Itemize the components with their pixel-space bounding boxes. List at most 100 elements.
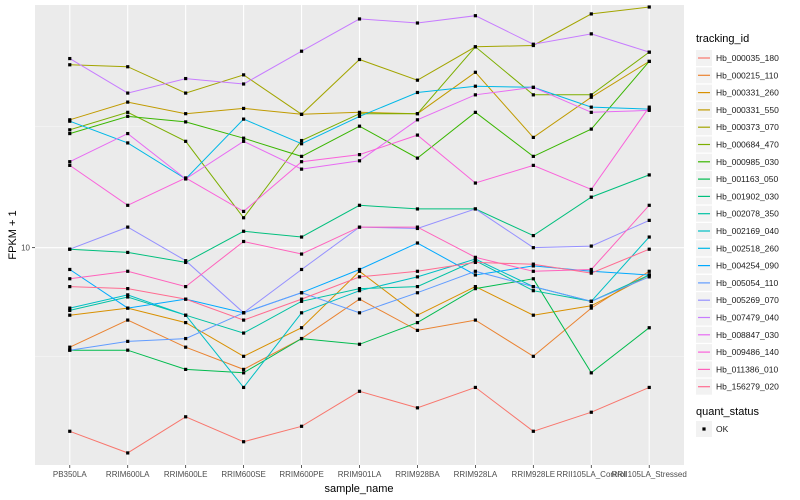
data-point-Hb_009486_140	[184, 176, 188, 180]
data-point-Hb_000331_550	[531, 135, 535, 140]
data-point-Hb_005054_110	[531, 284, 535, 289]
data-point-Hb_002518_260	[68, 119, 72, 123]
data-point-Hb_000985_030	[184, 120, 188, 124]
data-point-Hb_000035_180	[415, 406, 420, 410]
data-point-Hb_000373_070	[647, 5, 651, 9]
data-point-Hb_000985_030	[68, 131, 72, 136]
data-point-Hb_000331_260	[357, 269, 362, 273]
data-point-Hb_000035_180	[126, 451, 130, 455]
data-point-Hb_000985_030	[126, 114, 130, 118]
data-point-Hb_000985_030	[357, 124, 362, 128]
data-point-Hb_000331_260	[68, 313, 72, 317]
data-point-Hb_002078_350	[473, 259, 477, 263]
data-point-Hb_007479_040	[357, 17, 362, 21]
data-point-Hb_000215_110	[531, 354, 535, 358]
data-point-Hb_002518_260	[473, 84, 477, 88]
legend-item: Hb_008847_030	[696, 326, 779, 343]
data-point-Hb_007479_040	[415, 21, 420, 25]
legend-item: Hb_000684_470	[696, 136, 779, 153]
data-point-Hb_000373_070	[126, 65, 130, 69]
data-point-Hb_000035_180	[68, 429, 72, 433]
data-points	[68, 5, 651, 455]
legend-item: Hb_005054_110	[696, 274, 779, 291]
data-point-Hb_011386_010	[68, 277, 72, 281]
data-point-Hb_008847_030	[647, 108, 651, 112]
data-point-Hb_000215_110	[589, 306, 593, 310]
data-point-Hb_000985_030	[242, 136, 246, 140]
data-point-Hb_000215_110	[68, 345, 72, 349]
data-point-Hb_009486_140	[242, 209, 246, 214]
data-point-Hb_001163_050	[473, 287, 477, 291]
legend-label: Hb_002518_260	[716, 243, 779, 253]
x-tick-label: RRIM600PE	[279, 470, 323, 479]
data-point-Hb_002518_260	[357, 114, 362, 118]
shape-legend-title: quant_status	[696, 406, 759, 418]
data-point-Hb_000985_030	[299, 154, 304, 158]
x-tick-label: PB350LA	[53, 470, 87, 479]
data-point-Hb_002078_350	[242, 331, 246, 335]
data-point-Hb_002518_260	[415, 90, 420, 95]
data-point-Hb_000985_030	[647, 59, 651, 64]
x-tick-label: RRIM600SE	[221, 470, 265, 479]
x-tick-label: RRII105LA_Control	[557, 470, 627, 479]
data-point-Hb_000331_260	[589, 304, 593, 308]
data-point-Hb_000215_110	[242, 367, 246, 371]
data-point-Hb_000215_110	[415, 328, 420, 332]
legend-label: Hb_000985_030	[716, 157, 779, 167]
data-point-Hb_000331_260	[299, 326, 304, 330]
data-point-Hb_008847_030	[68, 160, 72, 164]
x-tick-label: RRII105LA_Stressed	[612, 470, 687, 479]
data-point-Hb_011386_010	[242, 239, 246, 244]
data-point-Hb_007479_040	[126, 91, 130, 95]
data-point-Hb_000985_030	[473, 110, 477, 114]
legend-label: Hb_000035_180	[716, 53, 779, 63]
data-point-Hb_000215_110	[473, 318, 477, 322]
data-point-Hb_008847_030	[473, 93, 477, 97]
data-point-Hb_011386_010	[647, 203, 651, 207]
data-point-Hb_002518_260	[126, 141, 130, 145]
data-point-Hb_001163_050	[647, 326, 651, 330]
data-point-Hb_009486_140	[68, 163, 72, 167]
data-point-Hb_011386_010	[473, 255, 477, 259]
legend-label: Hb_000373_070	[716, 122, 779, 132]
data-point-Hb_005054_110	[473, 269, 477, 273]
data-point-Hb_004254_090	[415, 241, 420, 245]
legend-label: Hb_000684_470	[716, 140, 779, 150]
data-point-Hb_009486_140	[357, 153, 362, 157]
data-point-Hb_002078_350	[531, 289, 535, 293]
data-point-Hb_000684_470	[531, 93, 535, 97]
data-point-Hb_000684_470	[589, 93, 593, 97]
legend-title: tracking_id	[696, 33, 749, 45]
data-point-Hb_011386_010	[531, 269, 535, 273]
data-point-Hb_000215_110	[184, 345, 188, 349]
data-point-Hb_011386_010	[357, 225, 362, 229]
data-point-Hb_000215_110	[357, 297, 362, 301]
data-point-Hb_007479_040	[299, 49, 304, 53]
data-point-Hb_000035_180	[589, 410, 593, 414]
data-point-Hb_002169_040	[68, 306, 72, 310]
data-point-Hb_000985_030	[531, 154, 535, 158]
data-point-Hb_011386_010	[184, 284, 188, 289]
legend-label: Hb_000331_550	[716, 105, 779, 115]
data-point-Hb_000684_470	[415, 112, 420, 116]
legend-items: Hb_000035_180 Hb_000215_110 Hb_000331_260 H…	[696, 50, 779, 395]
data-point-Hb_156279_020	[473, 260, 477, 265]
data-point-Hb_004254_090	[589, 269, 593, 273]
data-point-Hb_002169_040	[299, 311, 304, 315]
data-point-Hb_005054_110	[357, 311, 362, 315]
data-point-Hb_000035_180	[184, 415, 188, 419]
data-point-Hb_008847_030	[531, 85, 535, 89]
data-point-Hb_004254_090	[126, 306, 130, 310]
legend-label: Hb_005054_110	[716, 278, 779, 288]
data-point-Hb_001163_050	[242, 371, 246, 375]
x-tick-label: RRIM600LA	[106, 470, 150, 479]
data-point-Hb_002518_260	[242, 117, 246, 121]
data-point-Hb_005054_110	[589, 299, 593, 303]
data-point-Hb_001163_050	[126, 348, 130, 352]
data-point-Hb_004254_090	[473, 273, 477, 277]
data-point-Hb_001902_030	[589, 195, 593, 199]
y-axis: 10	[21, 244, 35, 253]
data-point-Hb_005269_070	[589, 244, 593, 248]
data-point-Hb_000985_030	[589, 127, 593, 131]
legend-label: Hb_000331_260	[716, 88, 779, 98]
